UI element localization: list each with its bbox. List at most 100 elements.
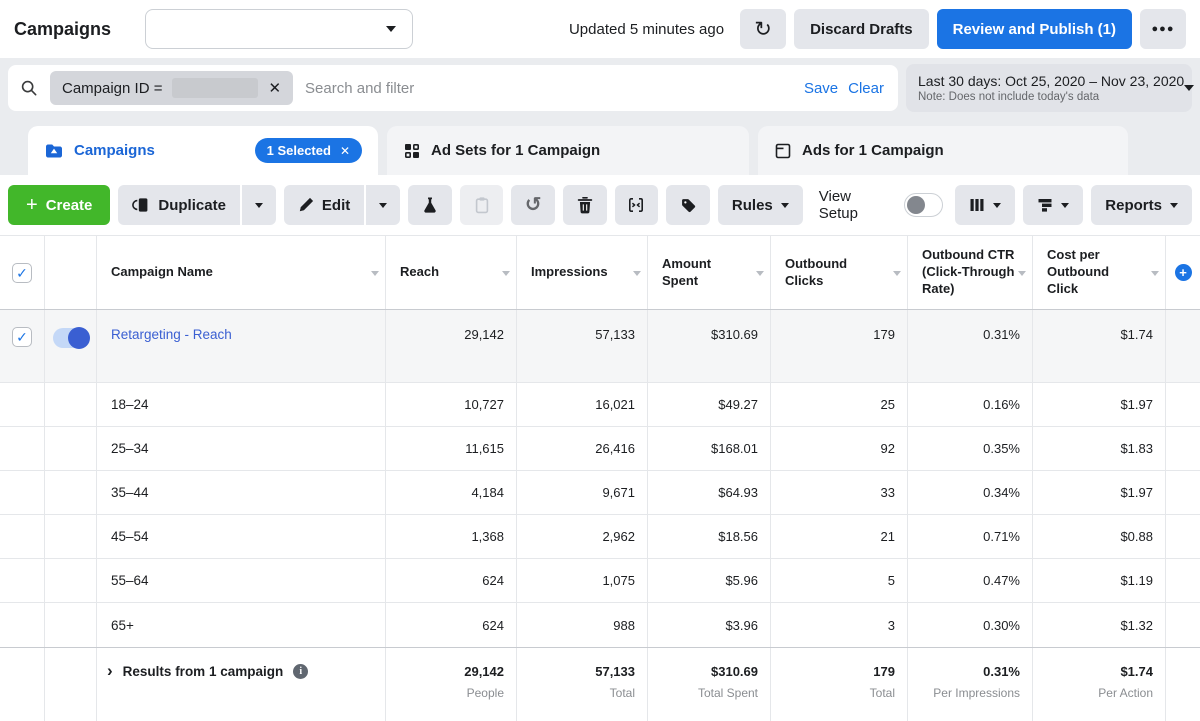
delete-button[interactable] (563, 185, 607, 225)
breakdown-button[interactable] (1023, 185, 1084, 225)
cell-impressions: 26,416 (517, 427, 648, 470)
campaign-row[interactable]: ✓ Retargeting - Reach 29,142 57,133 $310… (0, 310, 1200, 383)
refresh-button[interactable]: ↻ (740, 9, 787, 49)
save-filter-link[interactable]: Save (803, 79, 839, 97)
tag-button[interactable] (666, 185, 710, 225)
ad-sets-icon (404, 143, 420, 158)
filter-chip-campaign-id[interactable]: Campaign ID = ✕ (50, 71, 294, 105)
table-header-row: ✓ Campaign Name Reach Impressions Amount… (0, 235, 1200, 310)
cell-impressions: 57,133 (517, 310, 648, 382)
column-header-outbound-clicks[interactable]: Outbound Clicks (771, 236, 908, 309)
cell-amount-spent: $3.96 (648, 603, 771, 647)
chevron-down-icon (1184, 85, 1195, 91)
cell-impressions: 988 (517, 603, 648, 647)
columns-button[interactable] (955, 185, 1016, 225)
campaign-selector-dropdown[interactable] (145, 9, 414, 49)
cell-outbound-clicks: 179 (771, 310, 908, 382)
cell-amount-spent: $168.01 (648, 427, 771, 470)
cell-amount-spent: $64.93 (648, 471, 771, 514)
cell-impressions: 16,021 (517, 383, 648, 426)
selected-badge[interactable]: 1 Selected ✕ (254, 138, 362, 163)
duplicate-button[interactable]: Duplicate (118, 185, 240, 225)
cell-cost-per-click: $1.97 (1033, 471, 1166, 514)
tab-label: Ads for 1 Campaign (802, 142, 944, 159)
sort-caret-icon (1018, 270, 1026, 276)
chevron-down-icon (780, 202, 789, 208)
cell-amount-spent: $5.96 (648, 559, 771, 602)
cell-amount-spent: $310.69 (648, 310, 771, 382)
cell-reach: 624 (386, 559, 517, 602)
date-range-selector[interactable]: Last 30 days: Oct 25, 2020 – Nov 23, 202… (906, 64, 1195, 112)
campaigns-panel: + Create Duplicate (0, 175, 1200, 721)
cell-outbound-clicks: 92 (771, 427, 908, 470)
close-icon[interactable]: ✕ (339, 143, 350, 158)
tag-icon (681, 198, 695, 212)
close-icon[interactable]: ✕ (268, 80, 282, 97)
column-header-cost-per-outbound-click[interactable]: Cost per Outbound Click (1033, 236, 1166, 309)
tab-label: Campaigns (74, 142, 155, 159)
campaign-name-link[interactable]: Retargeting - Reach (111, 327, 232, 342)
page-title: Campaigns (14, 18, 112, 39)
more-button[interactable]: ●●● (1140, 9, 1186, 49)
column-header-impressions[interactable]: Impressions (517, 236, 648, 309)
column-header-reach[interactable]: Reach (386, 236, 517, 309)
discard-drafts-button[interactable]: Discard Drafts (794, 9, 929, 49)
edit-menu-button[interactable] (366, 185, 401, 225)
chevron-down-icon (1169, 202, 1178, 208)
select-all-checkbox[interactable]: ✓ (0, 236, 45, 309)
cell-outbound-ctr: 0.47% (908, 559, 1033, 602)
campaign-active-toggle[interactable] (53, 327, 90, 349)
chevron-down-icon (993, 202, 1002, 208)
cell-cost-per-click: $1.74 (1033, 310, 1166, 382)
export-icon (629, 198, 644, 212)
breakdown-row: 25–34 11,615 26,416 $168.01 92 0.35% $1.… (0, 427, 1200, 471)
more-icon: ●●● (1151, 23, 1175, 35)
revert-button[interactable]: ↺ (511, 185, 556, 225)
cell-reach: 10,727 (386, 383, 517, 426)
plus-icon: + (26, 194, 38, 216)
cell-reach: 11,615 (386, 427, 517, 470)
chevron-down-icon (386, 26, 397, 32)
breakdown-label: 55–64 (97, 559, 386, 602)
search-icon (21, 80, 37, 96)
search-input[interactable] (305, 79, 792, 97)
duplicate-menu-button[interactable] (241, 185, 276, 225)
review-publish-button[interactable]: Review and Publish (1) (936, 9, 1132, 49)
tab-ads[interactable]: Ads for 1 Campaign (758, 126, 1128, 175)
toggle-column-header (45, 236, 97, 309)
export-button[interactable] (614, 185, 659, 225)
chevron-down-icon (379, 202, 388, 208)
rules-button[interactable]: Rules (717, 185, 803, 225)
reports-button[interactable]: Reports (1091, 185, 1192, 225)
clipboard-icon (475, 197, 488, 214)
chevron-down-icon (254, 202, 263, 208)
column-header-campaign-name[interactable]: Campaign Name (97, 236, 386, 309)
edit-button[interactable]: Edit (283, 185, 365, 225)
cell-outbound-clicks: 21 (771, 515, 908, 558)
breakdown-label: 25–34 (97, 427, 386, 470)
cell-outbound-ctr: 0.16% (908, 383, 1033, 426)
cell-reach: 624 (386, 603, 517, 647)
expand-chevron-icon[interactable]: › (107, 661, 113, 680)
refresh-icon: ↻ (754, 17, 772, 41)
info-icon[interactable]: i (293, 664, 309, 679)
cell-outbound-clicks: 25 (771, 383, 908, 426)
cell-outbound-clicks: 33 (771, 471, 908, 514)
sort-caret-icon (756, 270, 764, 276)
ab-test-button[interactable] (408, 185, 452, 225)
view-setup-toggle[interactable] (903, 193, 944, 217)
clear-filter-link[interactable]: Clear (848, 79, 884, 97)
cell-outbound-ctr: 0.35% (908, 427, 1033, 470)
cell-cost-per-click: $1.19 (1033, 559, 1166, 602)
tab-ad-sets[interactable]: Ad Sets for 1 Campaign (387, 126, 749, 175)
create-button[interactable]: + Create (8, 185, 111, 225)
cell-reach: 1,368 (386, 515, 517, 558)
level-tabs: Campaigns 1 Selected ✕ Ad Sets for 1 Cam… (0, 118, 1200, 175)
column-header-amount-spent[interactable]: Amount Spent (648, 236, 771, 309)
column-header-outbound-ctr[interactable]: Outbound CTR (Click-Through Rate) (908, 236, 1033, 309)
row-checkbox[interactable]: ✓ (0, 310, 45, 382)
filter-chip-label: Campaign ID = (62, 79, 163, 97)
tab-campaigns[interactable]: Campaigns 1 Selected ✕ (28, 126, 378, 175)
tab-label: Ad Sets for 1 Campaign (431, 142, 601, 159)
add-column-button[interactable]: + (1166, 236, 1200, 309)
